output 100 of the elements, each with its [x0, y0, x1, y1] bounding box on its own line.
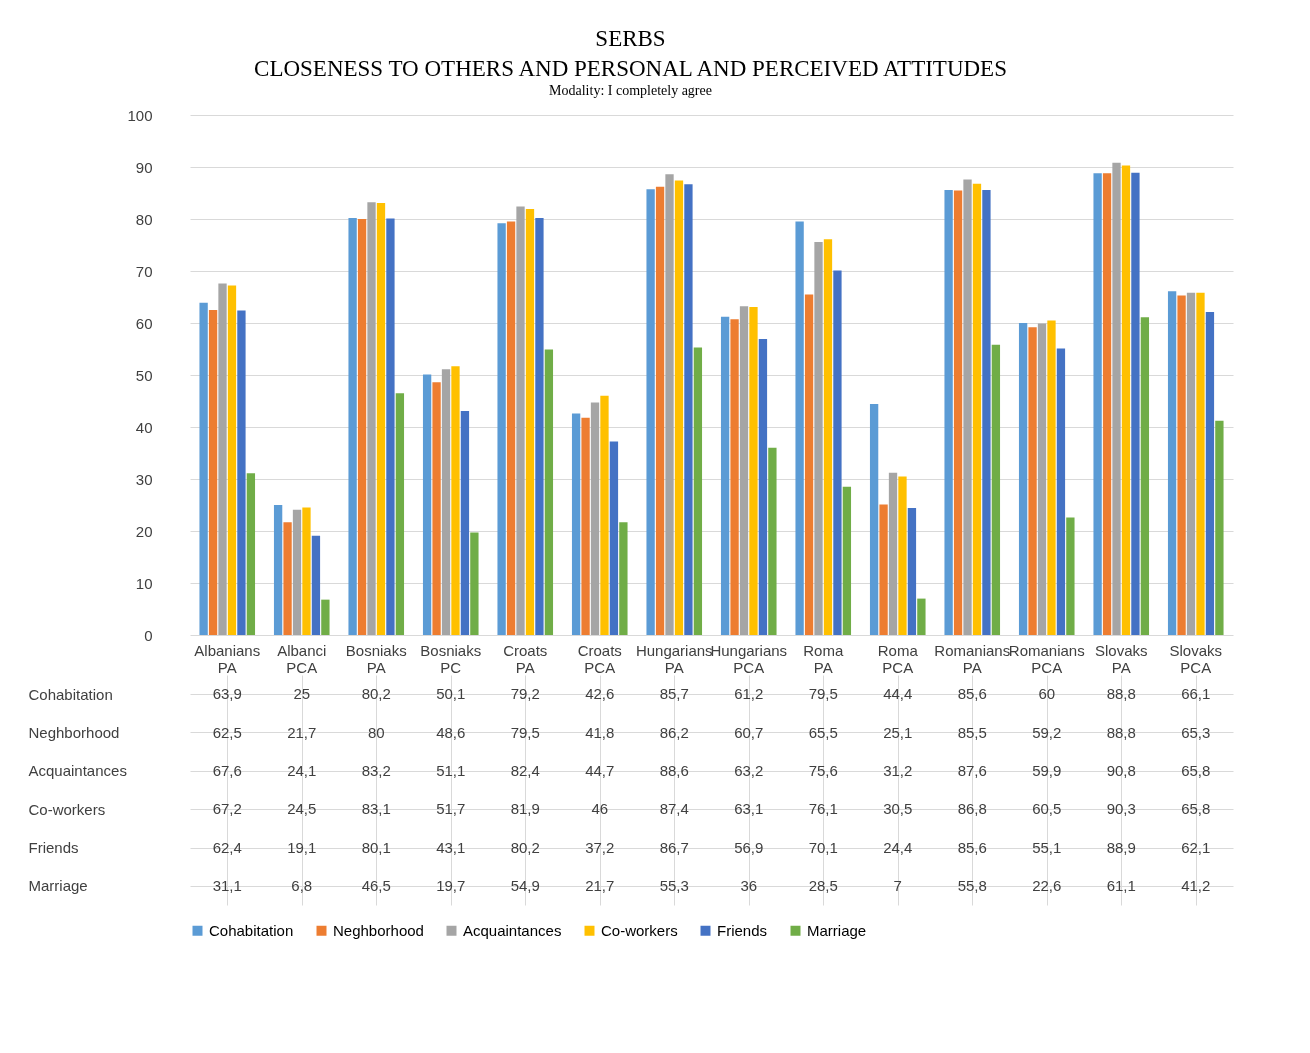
- text: Marriage: [28, 877, 88, 895]
- bar: [758, 339, 768, 635]
- bar: [814, 241, 823, 635]
- data-label: 87,4: [659, 800, 689, 818]
- y-tick-label: 10: [135, 574, 153, 592]
- data-label: 80,2: [510, 838, 540, 856]
- data-label: 62,5: [212, 723, 242, 741]
- data-label: 80: [367, 723, 385, 741]
- bar: [302, 507, 311, 635]
- data-label: 76,1: [808, 800, 838, 818]
- data-label: 79,5: [510, 723, 540, 741]
- data-label: 82,4: [510, 761, 540, 779]
- data-label: 65,8: [1181, 800, 1211, 818]
- y-tick-label: 40: [135, 418, 153, 436]
- data-label: 85,6: [957, 685, 987, 703]
- text: Co-workers: [28, 800, 106, 818]
- data-label: 87,6: [957, 761, 987, 779]
- chart-subtitle: Modality: I completely agree: [549, 83, 712, 98]
- bar: [879, 504, 888, 635]
- data-label: 55,3: [659, 876, 689, 894]
- data-label: 80,1: [361, 838, 391, 856]
- bar: [218, 283, 227, 635]
- chart-title: SERBS CLOSENESS TO OTHERS AND PERSONAL AND PERCEIVED ATTITUDES: [254, 26, 1007, 81]
- x-tick-label: Hungarians PA: [635, 641, 713, 676]
- x-tick-label: Hungarians PCA: [710, 641, 788, 676]
- bar: [273, 505, 283, 635]
- bar: [972, 183, 982, 635]
- y-tick-label: 30: [135, 470, 153, 488]
- data-label: 59,2: [1032, 723, 1062, 741]
- bar: [292, 509, 302, 635]
- data-label: 31,1: [212, 876, 242, 894]
- x-tick-label: Albanci PCA: [277, 641, 327, 676]
- data-label: 63,2: [734, 761, 764, 779]
- data-label: 90,8: [1106, 761, 1136, 779]
- data-label: 48,6: [436, 723, 466, 741]
- data-label: 62,4: [212, 838, 242, 856]
- bar: [842, 486, 852, 635]
- y-tick-label: 0: [144, 626, 153, 644]
- bar: [1215, 420, 1224, 635]
- data-label: 41,2: [1181, 876, 1211, 894]
- bar: [953, 190, 963, 635]
- data-label: 70,1: [808, 838, 838, 856]
- data-label: 31,2: [883, 761, 913, 779]
- data-label: 79,2: [510, 685, 540, 703]
- x-tick-label: Roma PA: [803, 641, 844, 676]
- data-label: 44,4: [883, 685, 913, 703]
- bar: [535, 217, 544, 635]
- bar: [665, 174, 674, 635]
- bar: [888, 472, 898, 635]
- x-tick-label: Croats PA: [503, 641, 548, 676]
- y-tick-label: 60: [135, 314, 153, 332]
- bar: [1196, 292, 1205, 635]
- data-label: 81,9: [510, 800, 540, 818]
- y-tick-label: 90: [135, 158, 153, 176]
- legend-label: Co-workers: [601, 921, 678, 939]
- bar: [544, 349, 554, 635]
- data-label: 51,7: [436, 800, 466, 818]
- bar: [646, 189, 655, 635]
- bar: [739, 306, 749, 635]
- bar: [525, 209, 535, 635]
- bar: [451, 366, 460, 635]
- data-label: 55,1: [1032, 838, 1062, 856]
- bar: [674, 180, 684, 635]
- bar: [655, 186, 665, 635]
- bar: [991, 344, 1001, 635]
- y-tick-label: 50: [135, 366, 153, 384]
- data-label: 60,5: [1032, 800, 1062, 818]
- legend-label: Neghborhood: [333, 921, 424, 939]
- data-label: 85,7: [659, 685, 689, 703]
- data-label: 59,9: [1032, 761, 1062, 779]
- data-label: 63,9: [212, 685, 242, 703]
- data-label: 83,2: [361, 761, 391, 779]
- bar: [581, 417, 590, 635]
- bar: [982, 189, 991, 635]
- data-label: 86,8: [957, 800, 987, 818]
- bar: [1047, 320, 1056, 635]
- data-label: 75,6: [808, 761, 838, 779]
- data-label: 61,1: [1106, 876, 1136, 894]
- data-label: 19,7: [436, 876, 466, 894]
- bar: [609, 441, 619, 635]
- data-label: 61,2: [734, 685, 764, 703]
- bar: [227, 285, 237, 635]
- bar: [441, 369, 451, 635]
- data-label: 86,2: [659, 723, 689, 741]
- x-tick-label: Slovaks PA: [1094, 641, 1148, 676]
- text: Cohabitation: [28, 685, 113, 703]
- data-label: 19,1: [287, 838, 317, 856]
- legend-label: Cohabitation: [209, 921, 294, 939]
- bar: [386, 218, 395, 635]
- data-label: 60: [1038, 685, 1056, 703]
- bar: [422, 374, 432, 635]
- bar: [348, 217, 357, 635]
- data-label: 88,8: [1106, 723, 1136, 741]
- bar: [749, 306, 758, 635]
- legend-label: Acquaintances: [463, 921, 562, 939]
- bar: [470, 532, 479, 635]
- bar: [357, 219, 367, 635]
- data-label: 21,7: [287, 723, 317, 741]
- bar: [1066, 517, 1075, 635]
- data-label: 36: [740, 876, 758, 894]
